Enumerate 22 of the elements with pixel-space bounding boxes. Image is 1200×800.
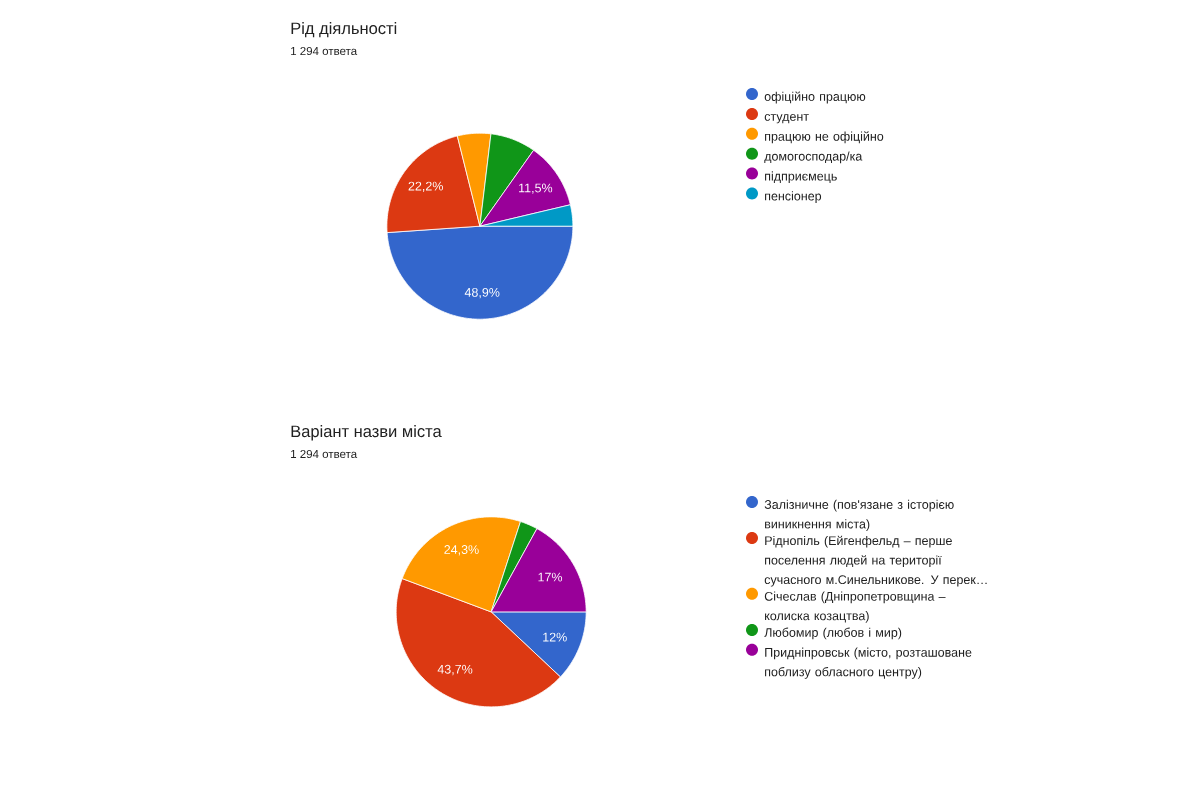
chart-title: Варіант назви міста <box>291 425 442 441</box>
chart-subtitle: 1 294 ответа <box>291 46 358 56</box>
data-label: 12% <box>543 632 567 642</box>
data-label: 11,5% <box>519 183 553 194</box>
legend-label: Любомир (любов і мир) <box>764 627 902 640</box>
data-label: 43,7% <box>437 664 473 676</box>
chart-title: Рід діяльності <box>291 22 397 38</box>
legend-label: Ріднопіль (Ейгенфельд – перше поселення людей на території сучасного м.Синельникове. У перек… <box>764 535 987 587</box>
legend-label: Січеслав (Дніпропетровщина – колиска козацтва) <box>764 591 946 623</box>
legend-label: офіційно працюю <box>764 91 866 104</box>
legend-label: підприємець <box>765 171 837 184</box>
legend-label: працюю не офіційно <box>765 131 884 144</box>
legend-label: Залізничне (пов'язане з історією виникнення міста) <box>764 499 954 531</box>
legend-label: домогосподар/ка <box>764 151 863 164</box>
legend-label: Придніпровськ (місто, розташоване поблизу обласного центру) <box>765 647 972 679</box>
data-label: 17% <box>538 572 563 582</box>
legend-label: пенсіонер <box>765 191 822 203</box>
legend-label: студент <box>764 114 809 124</box>
data-label: 48,9% <box>464 287 500 299</box>
chart-subtitle: 1 294 ответа <box>291 449 358 459</box>
data-label: 22,2% <box>408 181 443 192</box>
data-label: 24,3% <box>444 545 479 556</box>
